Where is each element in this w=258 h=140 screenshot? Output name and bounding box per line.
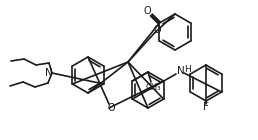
Text: H: H	[185, 65, 191, 74]
Text: CH₃: CH₃	[145, 82, 161, 92]
Text: N: N	[45, 68, 53, 78]
Text: F: F	[203, 102, 209, 112]
Text: N: N	[177, 66, 185, 76]
Text: O: O	[107, 103, 115, 113]
Text: O: O	[144, 6, 151, 16]
Text: O: O	[154, 25, 161, 35]
